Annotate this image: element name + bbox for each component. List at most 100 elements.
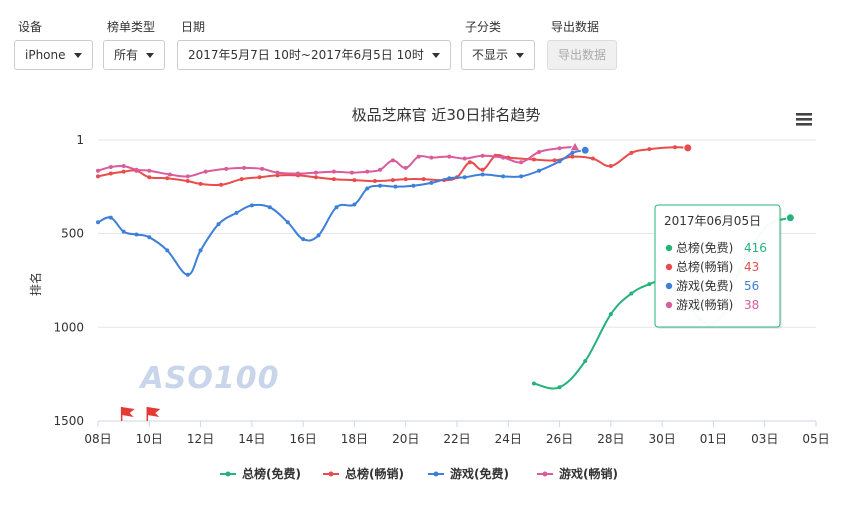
data-point[interactable] bbox=[570, 154, 575, 159]
data-point[interactable] bbox=[285, 220, 290, 225]
data-point[interactable] bbox=[96, 168, 100, 173]
hover-marker[interactable] bbox=[683, 143, 693, 153]
data-point[interactable] bbox=[352, 202, 357, 207]
data-point[interactable] bbox=[316, 233, 321, 238]
data-point[interactable] bbox=[219, 182, 224, 187]
data-point[interactable] bbox=[537, 168, 542, 173]
data-point[interactable] bbox=[121, 169, 126, 174]
legend[interactable]: 总榜(免费) 总榜(畅销) 游戏(免费) 游戏(畅销) bbox=[220, 466, 618, 481]
data-point[interactable] bbox=[96, 174, 100, 179]
data-point[interactable] bbox=[462, 175, 467, 180]
data-point[interactable] bbox=[167, 172, 172, 177]
data-point[interactable] bbox=[429, 180, 434, 185]
data-point[interactable] bbox=[421, 177, 426, 182]
data-point[interactable] bbox=[480, 172, 485, 177]
data-point[interactable] bbox=[501, 174, 506, 179]
subcategory-select[interactable]: 不显示 bbox=[461, 40, 536, 70]
hover-marker[interactable] bbox=[569, 140, 581, 152]
data-point[interactable] bbox=[165, 176, 170, 181]
data-point[interactable] bbox=[557, 159, 562, 164]
data-point[interactable] bbox=[147, 175, 152, 180]
event-flags[interactable] bbox=[120, 407, 161, 421]
data-point[interactable] bbox=[249, 203, 254, 208]
data-point[interactable] bbox=[519, 160, 524, 165]
data-point[interactable] bbox=[108, 171, 113, 176]
legend-item[interactable]: 游戏(畅销) bbox=[537, 466, 618, 481]
data-point[interactable] bbox=[647, 282, 652, 287]
data-point[interactable] bbox=[334, 205, 339, 210]
series-4[interactable] bbox=[96, 140, 581, 179]
data-point[interactable] bbox=[447, 154, 452, 159]
red-flag-icon[interactable] bbox=[120, 407, 135, 421]
hover-marker[interactable] bbox=[785, 213, 795, 223]
data-point[interactable] bbox=[121, 229, 126, 234]
data-point[interactable] bbox=[234, 210, 239, 215]
data-point[interactable] bbox=[165, 248, 170, 253]
data-point[interactable] bbox=[147, 235, 152, 240]
data-point[interactable] bbox=[147, 168, 152, 173]
data-point[interactable] bbox=[198, 181, 203, 186]
data-point[interactable] bbox=[331, 177, 336, 182]
data-point[interactable] bbox=[403, 177, 408, 182]
data-point[interactable] bbox=[216, 222, 221, 227]
data-point[interactable] bbox=[108, 164, 113, 169]
data-point[interactable] bbox=[531, 157, 536, 162]
data-point[interactable] bbox=[301, 237, 306, 242]
data-point[interactable] bbox=[467, 160, 472, 165]
data-point[interactable] bbox=[647, 147, 652, 152]
data-point[interactable] bbox=[608, 312, 613, 317]
data-point[interactable] bbox=[557, 385, 562, 390]
date-range-select[interactable]: 2017年5月7日 10时~2017年6月5日 10时 bbox=[177, 40, 451, 70]
data-point[interactable] bbox=[267, 205, 272, 210]
data-point[interactable] bbox=[121, 164, 126, 169]
data-point[interactable] bbox=[349, 170, 354, 175]
series-3[interactable] bbox=[96, 145, 590, 277]
data-point[interactable] bbox=[608, 164, 613, 169]
series-2[interactable] bbox=[96, 143, 693, 187]
data-point[interactable] bbox=[531, 381, 536, 386]
data-point[interactable] bbox=[629, 150, 634, 155]
data-point[interactable] bbox=[393, 184, 398, 189]
data-point[interactable] bbox=[96, 220, 100, 225]
data-point[interactable] bbox=[557, 146, 562, 151]
export-data-button[interactable]: 导出数据 bbox=[547, 40, 618, 70]
data-point[interactable] bbox=[378, 183, 383, 188]
data-point[interactable] bbox=[537, 149, 542, 154]
data-point[interactable] bbox=[185, 272, 190, 277]
series-line[interactable] bbox=[97, 145, 576, 178]
data-point[interactable] bbox=[313, 175, 318, 180]
device-select[interactable]: iPhone bbox=[14, 40, 93, 70]
data-point[interactable] bbox=[365, 186, 370, 191]
data-point[interactable] bbox=[590, 156, 595, 161]
data-point[interactable] bbox=[185, 174, 190, 179]
data-point[interactable] bbox=[570, 150, 575, 155]
data-point[interactable] bbox=[390, 158, 395, 163]
data-point[interactable] bbox=[134, 232, 139, 237]
data-point[interactable] bbox=[390, 178, 395, 183]
legend-item[interactable]: 游戏(免费) bbox=[428, 466, 509, 481]
hover-marker[interactable] bbox=[580, 145, 590, 155]
data-point[interactable] bbox=[501, 155, 506, 160]
data-point[interactable] bbox=[480, 167, 485, 172]
data-point[interactable] bbox=[313, 170, 318, 175]
data-point[interactable] bbox=[378, 167, 383, 172]
data-point[interactable] bbox=[411, 183, 416, 188]
legend-item[interactable]: 总榜(免费) bbox=[220, 466, 301, 481]
legend-item[interactable]: 总榜(畅销) bbox=[323, 466, 404, 481]
data-point[interactable] bbox=[134, 167, 139, 172]
data-point[interactable] bbox=[372, 179, 377, 184]
data-point[interactable] bbox=[331, 169, 336, 174]
data-point[interactable] bbox=[296, 171, 301, 176]
data-point[interactable] bbox=[275, 173, 280, 178]
data-point[interactable] bbox=[403, 165, 408, 170]
data-point[interactable] bbox=[583, 359, 588, 364]
data-point[interactable] bbox=[224, 166, 229, 171]
data-point[interactable] bbox=[480, 153, 485, 158]
data-point[interactable] bbox=[239, 177, 244, 182]
list-type-select[interactable]: 所有 bbox=[103, 40, 166, 70]
data-point[interactable] bbox=[203, 169, 208, 174]
data-point[interactable] bbox=[365, 169, 370, 174]
hamburger-menu-icon[interactable] bbox=[794, 110, 814, 128]
data-point[interactable] bbox=[416, 154, 421, 159]
data-point[interactable] bbox=[185, 179, 190, 184]
